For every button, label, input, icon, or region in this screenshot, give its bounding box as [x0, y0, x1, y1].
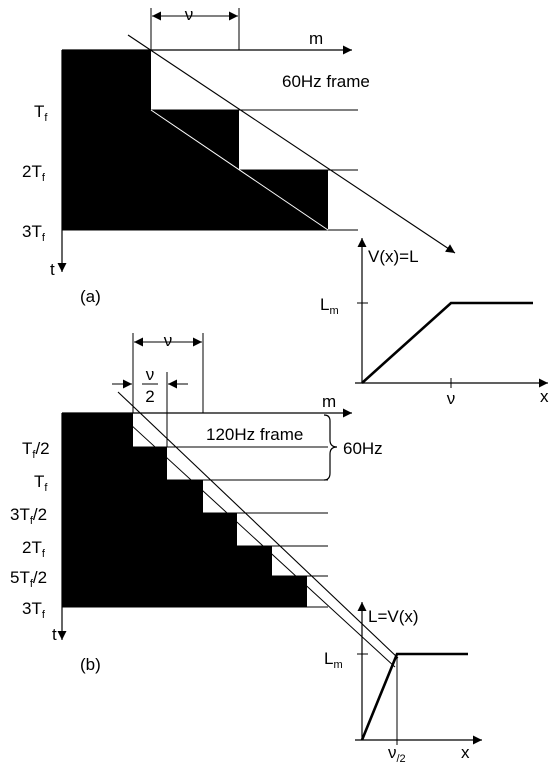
graph-b-x-axis-label: x — [461, 743, 470, 762]
graph-a-x-tick-label: ν — [447, 389, 456, 408]
panel-b-t-label: t — [52, 625, 57, 644]
panel-b-nu-label: ν — [164, 331, 173, 350]
panel-a-diagonal-mid — [150, 109, 329, 231]
panel-a-row-label-3: 3Tf — [22, 222, 46, 244]
panel-a-nu-label: ν — [185, 5, 194, 24]
panel-b-diagonal-inner — [117, 412, 396, 668]
panel-a-t-label: t — [50, 260, 55, 279]
panel-a-label: (a) — [80, 287, 101, 306]
panel-b-row-label-3: 3Tf/2 — [10, 505, 47, 527]
graph-a-curve — [361, 301, 533, 384]
panel-b-label: (b) — [80, 655, 101, 674]
panel-b-blocks — [62, 413, 307, 607]
panel-a-m-label: m — [309, 29, 323, 48]
panel-b-frame-label: 120Hz frame — [206, 425, 303, 444]
panel-a-row-label-2: 2Tf — [22, 162, 46, 184]
panel-b-row-label-5: 5Tf/2 — [10, 568, 47, 590]
panel-a-frame-label: 60Hz frame — [282, 72, 370, 91]
graph-b-x-tick-label: ν/2 — [388, 743, 406, 762]
panel-b-brace — [323, 414, 338, 481]
panel-b: m t ν ν 2 120Hz frame 60Hz Tf/2 Tf 3Tf/2 — [10, 331, 399, 674]
panel-b-half-den: 2 — [145, 387, 154, 406]
panel-a-diagonal-outer — [127, 34, 456, 254]
panel-b-brace-label: 60Hz — [343, 439, 383, 458]
panel-b-half-num: ν — [146, 365, 155, 384]
graph-b-title: L=V(x) — [368, 607, 419, 626]
panel-b-row-label-2: Tf — [34, 472, 48, 494]
graph-a-title: V(x)=L — [368, 247, 419, 266]
graph-b-y-tick-label: Lm — [324, 649, 343, 671]
panel-a-row-label-1: Tf — [34, 102, 48, 124]
graph-a: V(x)=L Lm ν x — [320, 238, 549, 408]
panel-b-row-label-1: Tf/2 — [22, 439, 50, 461]
graph-b-curve — [360, 652, 468, 741]
panel-b-diagonal-outer — [117, 391, 399, 659]
panel-b-m-label: m — [322, 392, 336, 411]
graph-b: L=V(x) Lm ν/2 x — [324, 602, 482, 762]
panel-b-row-label-6: 3Tf — [22, 599, 46, 621]
panel-b-row-label-4: 2Tf — [22, 538, 46, 560]
graph-a-x-axis-label: x — [540, 387, 549, 406]
panel-a: m t ν 60Hz frame Tf 2Tf 3Tf (a) — [22, 5, 456, 306]
graph-a-y-tick-label: Lm — [320, 295, 339, 317]
